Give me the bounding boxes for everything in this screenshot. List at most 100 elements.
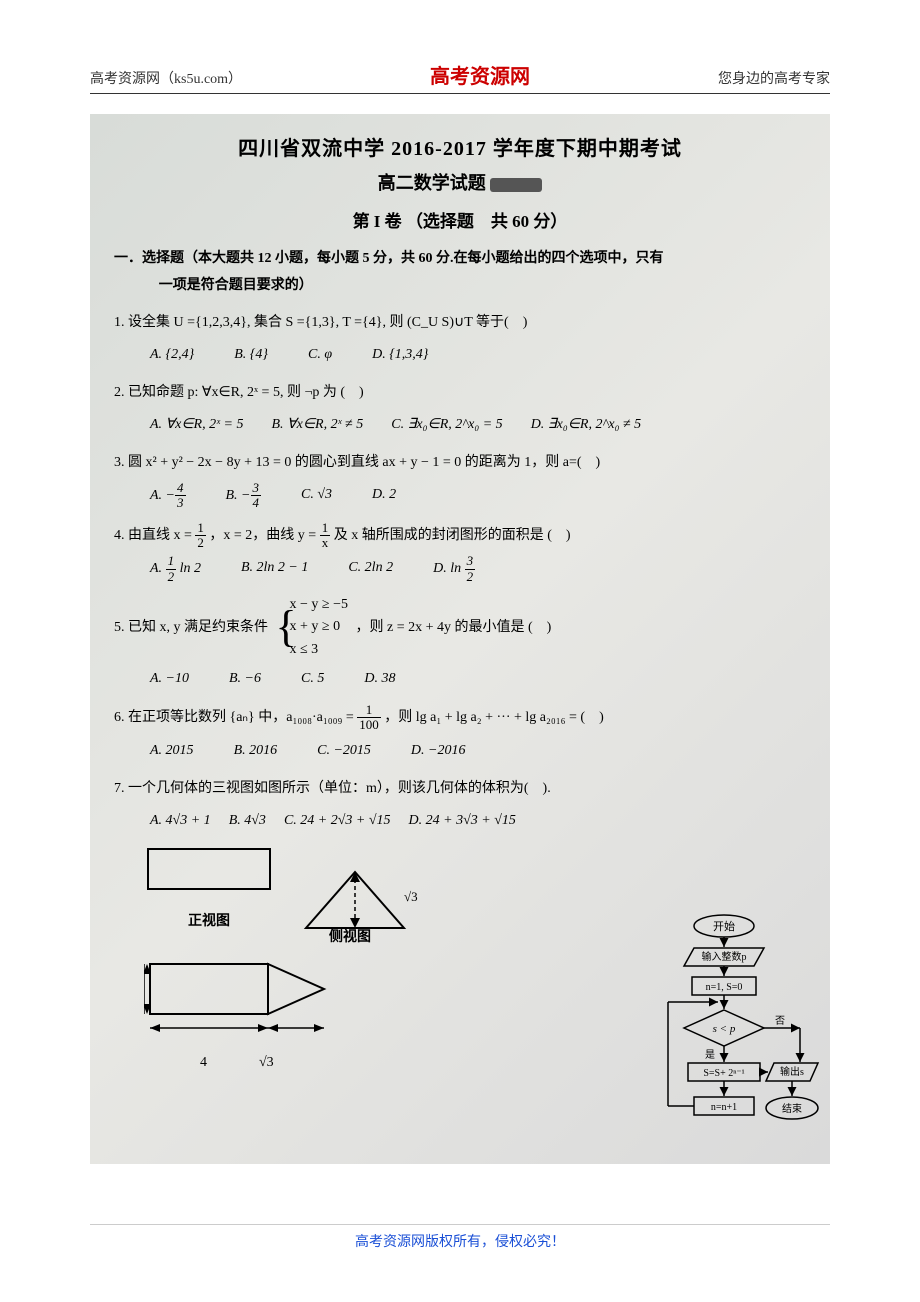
- q5-opt-d: D. 38: [364, 665, 395, 693]
- q3-a-d: 3: [175, 496, 186, 510]
- q5-opt-b: B. −6: [229, 665, 261, 693]
- q7-opt-b: B. 4√3: [229, 807, 266, 835]
- q2-options: A. ∀x∈R, 2ˣ = 5 B. ∀x∈R, 2ˣ ≠ 5 C. ∃x₀∈R…: [150, 411, 806, 439]
- dim-sqrt3: √3: [259, 1049, 274, 1077]
- flow-end: 结束: [782, 1102, 802, 1115]
- flow-out: 输出s: [780, 1065, 804, 1078]
- section-instructions: 一．选择题（本大题共 12 小题，每小题 5 分，共 60 分.在每小题给出的四…: [114, 246, 806, 299]
- header-right: 您身边的高考专家: [718, 68, 830, 88]
- flow-cond: s < p: [713, 1023, 736, 1035]
- header-center: 高考资源网: [430, 60, 530, 89]
- q5-c2: x + y ≥ 0: [290, 616, 348, 638]
- q3-opt-b: B. −34: [226, 481, 262, 511]
- q4-half-n: 1: [195, 521, 206, 536]
- flow-step: S=S+ 2ⁿ⁻¹: [703, 1068, 744, 1079]
- flow-inc: n=n+1: [711, 1102, 737, 1113]
- q6-pre: 6. 在正项等比数列 {aₙ} 中，a₁₀₀₈·a₁₀₀₉ =: [114, 710, 357, 725]
- q3-a-pre: A. −: [150, 488, 175, 503]
- q4-mid: ，x = 2，曲线 y =: [206, 528, 320, 543]
- q1-options: A. {2,4} B. {4} C. φ D. {1,3,4}: [150, 341, 806, 369]
- q6-opt-d: D. −2016: [411, 737, 466, 765]
- q3-opt-a: A. −43: [150, 481, 186, 511]
- q4-opt-a: A. 12 ln 2: [150, 554, 201, 584]
- q1-opt-c: C. φ: [308, 341, 332, 369]
- q2-opt-c: C. ∃x₀∈R, 2^x₀ = 5: [391, 411, 502, 439]
- q4-post: 及 x 轴所围成的封闭图形的面积是 ( ): [330, 528, 570, 543]
- question-1: 1. 设全集 U ={1,2,3,4}, 集合 S ={1,3}, T ={4}…: [114, 309, 806, 369]
- section-title: 第 I 卷 （选择题 共 60 分）: [114, 207, 806, 232]
- top-view-svg: [144, 958, 334, 1038]
- q4-opt-c: C. 2ln 2: [348, 554, 393, 584]
- q4-d-d: 2: [465, 570, 476, 584]
- page-footer: 高考资源网版权所有，侵权必究！: [90, 1224, 830, 1251]
- question-2: 2. 已知命题 p: ∀x∈R, 2ˣ = 5, 则 ¬p 为 ( ) A. ∀…: [114, 379, 806, 439]
- q4-a-post: ln 2: [176, 561, 201, 576]
- q5-post: ，则 z = 2x + 4y 的最小值是 ( ): [355, 620, 551, 635]
- q7-opt-d: D. 24 + 3√3 + √15: [409, 807, 516, 835]
- exam-subject-text: 高二数学试题: [378, 173, 486, 193]
- q2-stem: 2. 已知命题 p: ∀x∈R, 2ˣ = 5, 则 ¬p 为 ( ): [114, 379, 806, 407]
- header-left: 高考资源网（ks5u.com）: [90, 68, 242, 88]
- q4-d-pre: D. ln: [433, 561, 465, 576]
- q5-c3: x ≤ 3: [290, 639, 348, 661]
- side-view-h: √3: [404, 884, 418, 910]
- q3-b-n: 3: [251, 481, 262, 496]
- q3-options: A. −43 B. −34 C. √3 D. 2: [150, 481, 806, 511]
- q5-system: x − y ≥ −5 x + y ≥ 0 x ≤ 3: [276, 594, 348, 661]
- q6-opt-a: A. 2015: [150, 737, 194, 765]
- q6-stem: 6. 在正项等比数列 {aₙ} 中，a₁₀₀₈·a₁₀₀₉ = 1100 ，则 …: [114, 703, 806, 733]
- flow-start: 开始: [713, 919, 735, 933]
- q4-d-n: 3: [465, 554, 476, 569]
- question-5: 5. 已知 x, y 满足约束条件 x − y ≥ −5 x + y ≥ 0 x…: [114, 594, 806, 693]
- q5-c1: x − y ≥ −5: [290, 594, 348, 616]
- q4-opt-b: B. 2ln 2 − 1: [241, 554, 308, 584]
- q7-opt-a: A. 4√3 + 1: [150, 807, 211, 835]
- q4-opt-d: D. ln 32: [433, 554, 475, 584]
- q5-stem: 5. 已知 x, y 满足约束条件 x − y ≥ −5 x + y ≥ 0 x…: [114, 594, 806, 661]
- q7-options: A. 4√3 + 1 B. 4√3 C. 24 + 2√3 + √15 D. 2…: [150, 807, 806, 835]
- front-view-svg: [144, 843, 274, 895]
- q5-options: A. −10 B. −6 C. 5 D. 38: [150, 665, 806, 693]
- q2-opt-b: B. ∀x∈R, 2ˣ ≠ 5: [272, 411, 364, 439]
- q7-opt-c: C. 24 + 2√3 + √15: [284, 807, 391, 835]
- dim-4: 4: [200, 1049, 207, 1077]
- q4-pre: 4. 由直线 x =: [114, 528, 195, 543]
- q3-opt-c: C. √3: [301, 481, 332, 511]
- q6-opt-c: C. −2015: [317, 737, 371, 765]
- instr-line-2: 一项是符合题目要求的）: [114, 273, 806, 300]
- q3-b-pre: B. −: [226, 488, 251, 503]
- q4-inv-d: x: [320, 536, 331, 550]
- q4-a-pre: A.: [150, 561, 166, 576]
- q1-opt-b: B. {4}: [234, 341, 268, 369]
- q1-opt-a: A. {2,4}: [150, 341, 194, 369]
- exam-title: 四川省双流中学 2016-2017 学年度下期中期考试: [114, 132, 806, 161]
- front-view-label: 正视图: [144, 908, 274, 936]
- q5-opt-c: C. 5: [301, 665, 324, 693]
- q4-a-d: 2: [166, 570, 177, 584]
- q6-fn: 1: [357, 703, 381, 718]
- page-header: 高考资源网（ks5u.com） 高考资源网 您身边的高考专家: [90, 60, 830, 94]
- q5-opt-a: A. −10: [150, 665, 189, 693]
- question-3: 3. 圆 x² + y² − 2x − 8y + 13 = 0 的圆心到直线 a…: [114, 449, 806, 511]
- q6-post: ，则 lg a₁ + lg a₂ + ··· + lg a₂₀₁₆ = ( ): [381, 710, 604, 725]
- q3-a-n: 4: [175, 481, 186, 496]
- page: 高考资源网（ks5u.com） 高考资源网 您身边的高考专家 四川省双流中学 2…: [0, 0, 920, 1291]
- q7-stem: 7. 一个几何体的三视图如图所示（单位：m），则该几何体的体积为( ).: [114, 775, 806, 803]
- q1-stem: 1. 设全集 U ={1,2,3,4}, 集合 S ={1,3}, T ={4}…: [114, 309, 806, 337]
- q5-pre: 5. 已知 x, y 满足约束条件: [114, 620, 272, 635]
- q2-opt-a: A. ∀x∈R, 2ˣ = 5: [150, 411, 244, 439]
- redacted-mark: [490, 178, 542, 192]
- q4-a-n: 1: [166, 554, 177, 569]
- flow-no: 否: [775, 1015, 785, 1027]
- flow-init: n=1, S=0: [706, 982, 743, 993]
- q4-options: A. 12 ln 2 B. 2ln 2 − 1 C. 2ln 2 D. ln 3…: [150, 554, 806, 584]
- q6-options: A. 2015 B. 2016 C. −2015 D. −2016: [150, 737, 806, 765]
- flowchart: 开始 输入整数p n=1, S=0 s < p 否 是 S=S+ 2ⁿ⁻¹: [652, 914, 822, 1152]
- flow-input: 输入整数p: [702, 950, 747, 963]
- exam-subject: 高二数学试题: [114, 169, 806, 195]
- q6-fd: 100: [357, 718, 381, 732]
- q3-stem: 3. 圆 x² + y² − 2x − 8y + 13 = 0 的圆心到直线 a…: [114, 449, 806, 477]
- q3-opt-d: D. 2: [372, 481, 396, 511]
- q4-stem: 4. 由直线 x = 12 ，x = 2，曲线 y = 1x 及 x 轴所围成的…: [114, 521, 806, 551]
- q6-opt-b: B. 2016: [234, 737, 278, 765]
